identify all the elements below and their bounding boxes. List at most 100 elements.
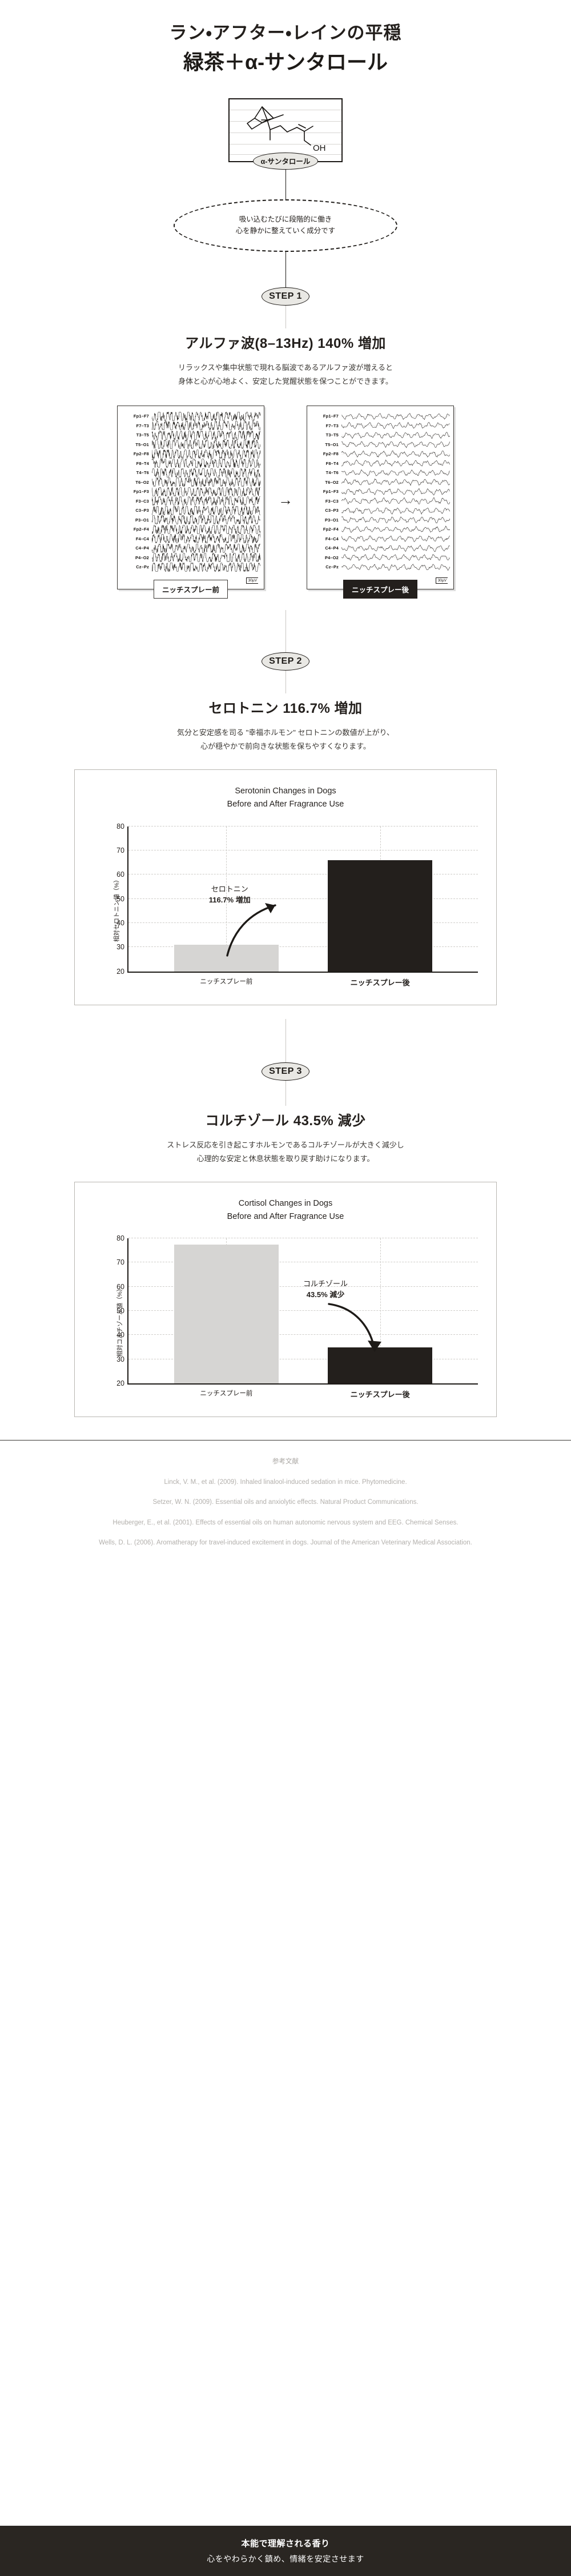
eeg-channel-row: C4–P4 [121,543,260,553]
eeg-channel-label: T4–T6 [325,470,339,476]
eeg-waveform [152,524,260,534]
eeg-channel-row: T5–O1 [311,440,450,450]
section-2-heading: セロトニン 116.7% 増加 [0,697,571,717]
eeg-channel-row: F4–C4 [311,534,450,544]
eeg-channel-label: Fp1–F7 [133,414,149,419]
eeg-channel-row: Cz–Pz [311,563,450,572]
eeg-waveform [152,478,260,487]
eeg-channel-label: F7–T3 [325,423,339,428]
eeg-channel-label: P3–O1 [135,517,149,523]
serotonin-y-axis-label: 相対セロトニン値（%） [113,876,120,942]
step3-wrap: STEP 3 [0,1062,571,1081]
y-axis-tick: 60 [116,870,124,879]
eeg-waveform [152,496,260,506]
grid-line-horizontal [128,946,478,948]
eeg-channel-row: Fp1–F3 [311,487,450,497]
eeg-channel-label: T6–O2 [135,479,149,485]
grid-line-horizontal [128,898,478,899]
step-2-badge: STEP 2 [262,652,309,671]
eeg-waveform [152,505,260,515]
eeg-channel-row: F4–C4 [121,534,260,544]
section-3-heading: コルチゾール 43.5% 減少 [0,1109,571,1129]
intake-description-ellipse: 吸い込むたびに段階的に働き 心を静かに整えていく成分です [174,199,397,252]
oh-label: OH [313,143,326,153]
eeg-channel-label: T5–O1 [325,442,339,447]
y-axis-tick: 60 [116,1282,124,1291]
alpha-santalol-pill: α-サンタロール [253,152,318,170]
chart-annotation-line-2: 43.5% 減少 [306,1290,345,1299]
eeg-channel-label: T3–T5 [325,432,339,438]
eeg-waveform [341,488,450,496]
eeg-channel-row: T5–O1 [121,440,260,450]
chart-annotation: コルチゾール 43.5% 減少 [303,1279,348,1301]
eeg-channel-row: Fp2–F8 [311,450,450,459]
y-axis-tick: 20 [116,1379,124,1388]
reference-item: Heuberger, E., et al. (2001). Effects of… [112,1519,459,1526]
alpha-santalol-structure-card: OH [228,98,343,162]
y-axis-tick: 30 [116,943,124,952]
eeg-channel-row: F3–C3 [311,496,450,506]
section-2-heading-bold: 116.7% 増加 [283,701,363,717]
eeg-channel-row: T6–O2 [311,478,450,487]
eeg-waveform [341,516,450,524]
grid-line-horizontal [128,922,478,923]
eeg-channel-row: T4–T6 [311,468,450,478]
molecule-card-wrap: OH [0,98,571,162]
section-2-heading-plain: セロトニン [208,701,283,717]
eeg-waveform [341,441,450,448]
intake-line-2: 心を静かに整えていく成分です [235,226,336,235]
eeg-channel-row: F8–T4 [121,459,260,468]
eeg-channel-row: C4–P4 [311,544,450,553]
serotonin-chart-title: Serotonin Changes in Dogs Before and Aft… [85,785,486,811]
eeg-waveform [152,411,260,421]
eeg-waveform [341,536,450,543]
chart-annotation-arrow-icon [226,902,276,957]
eeg-channel-label: T3–T5 [136,432,149,438]
eeg-waveform [341,544,450,552]
eeg-channel-label: Cz–Pz [325,564,339,570]
eeg-channel-label: C3–P3 [325,508,339,513]
eeg-channel-row: F7–T3 [121,421,260,431]
eeg-waveform [152,487,260,496]
step-1-badge: STEP 1 [262,287,309,306]
eeg-channel-row: Cz–Pz [121,562,260,572]
eeg-channel-label: T4–T6 [136,470,149,476]
eeg-channel-label: Fp1–F3 [323,489,339,495]
eeg-panel-before: Fp1–F7 F7–T3 T3–T5 T5–O1 Fp2–F8 F8–T4 T4–T6 T6–… [117,405,264,599]
eeg-channel-label: F7–T3 [136,423,149,428]
eeg-channel-row: F3–C3 [121,496,260,506]
eeg-channel-row: Fp1–F7 [121,411,260,422]
section-2-body-line-1: 気分と安定感を司る "幸福ホルモン" セロトニンの数値が上がり、 [177,728,394,737]
eeg-channel-label: Fp2–F8 [323,451,339,457]
eeg-waveform [152,562,260,572]
eeg-channel-row: P3–O1 [311,515,450,525]
eeg-channel-row: C3–P3 [311,506,450,516]
serotonin-plot-area: 相対セロトニン値（%） 20 30 40 50 60 70 80 ニッチスプレー前 ニッチスプレ… [85,822,486,992]
bar-after [327,1347,433,1384]
eeg-waveform [152,459,260,468]
y-axis-tick: 40 [116,918,124,927]
eeg-channel-label: Fp2–F4 [133,527,149,532]
section-1-heading: アルファ波(8–13Hz) 140% 増加 [0,332,571,352]
eeg-waveform [152,553,260,563]
section-2-body-line-2: 心が穏やかで前向きな状態を保ちやすくなります。 [200,742,371,751]
eeg-channel-row: Fp1–F3 [121,487,260,497]
section-1-heading-bold: 140% 増加 [317,335,386,351]
eeg-channel-label: T6–O2 [325,479,339,485]
eeg-channel-label: Fp1–F3 [133,489,149,495]
eeg-waveform [341,564,450,571]
eeg-channel-label: F4–C4 [135,536,149,541]
bar-after [327,860,433,972]
cortisol-y-axis-label: 相対コルチゾール値（%） [116,1285,123,1357]
y-axis-tick: 70 [116,846,124,854]
eeg-channel-label: T5–O1 [135,442,149,447]
chart-annotation-line-2: 116.7% 増加 [208,896,251,905]
chart-annotation-line-1: コルチゾール [303,1279,348,1289]
eeg-waveform [341,469,450,476]
chart-annotation-arrow-icon [328,1303,381,1352]
y-axis-tick: 50 [116,1307,124,1315]
eeg-waveform [152,543,260,553]
step-3-badge: STEP 3 [262,1062,309,1081]
eeg-channel-row: T4–T6 [121,468,260,478]
cortisol-chart-title: Cortisol Changes in Dogs Before and Afte… [85,1197,486,1223]
